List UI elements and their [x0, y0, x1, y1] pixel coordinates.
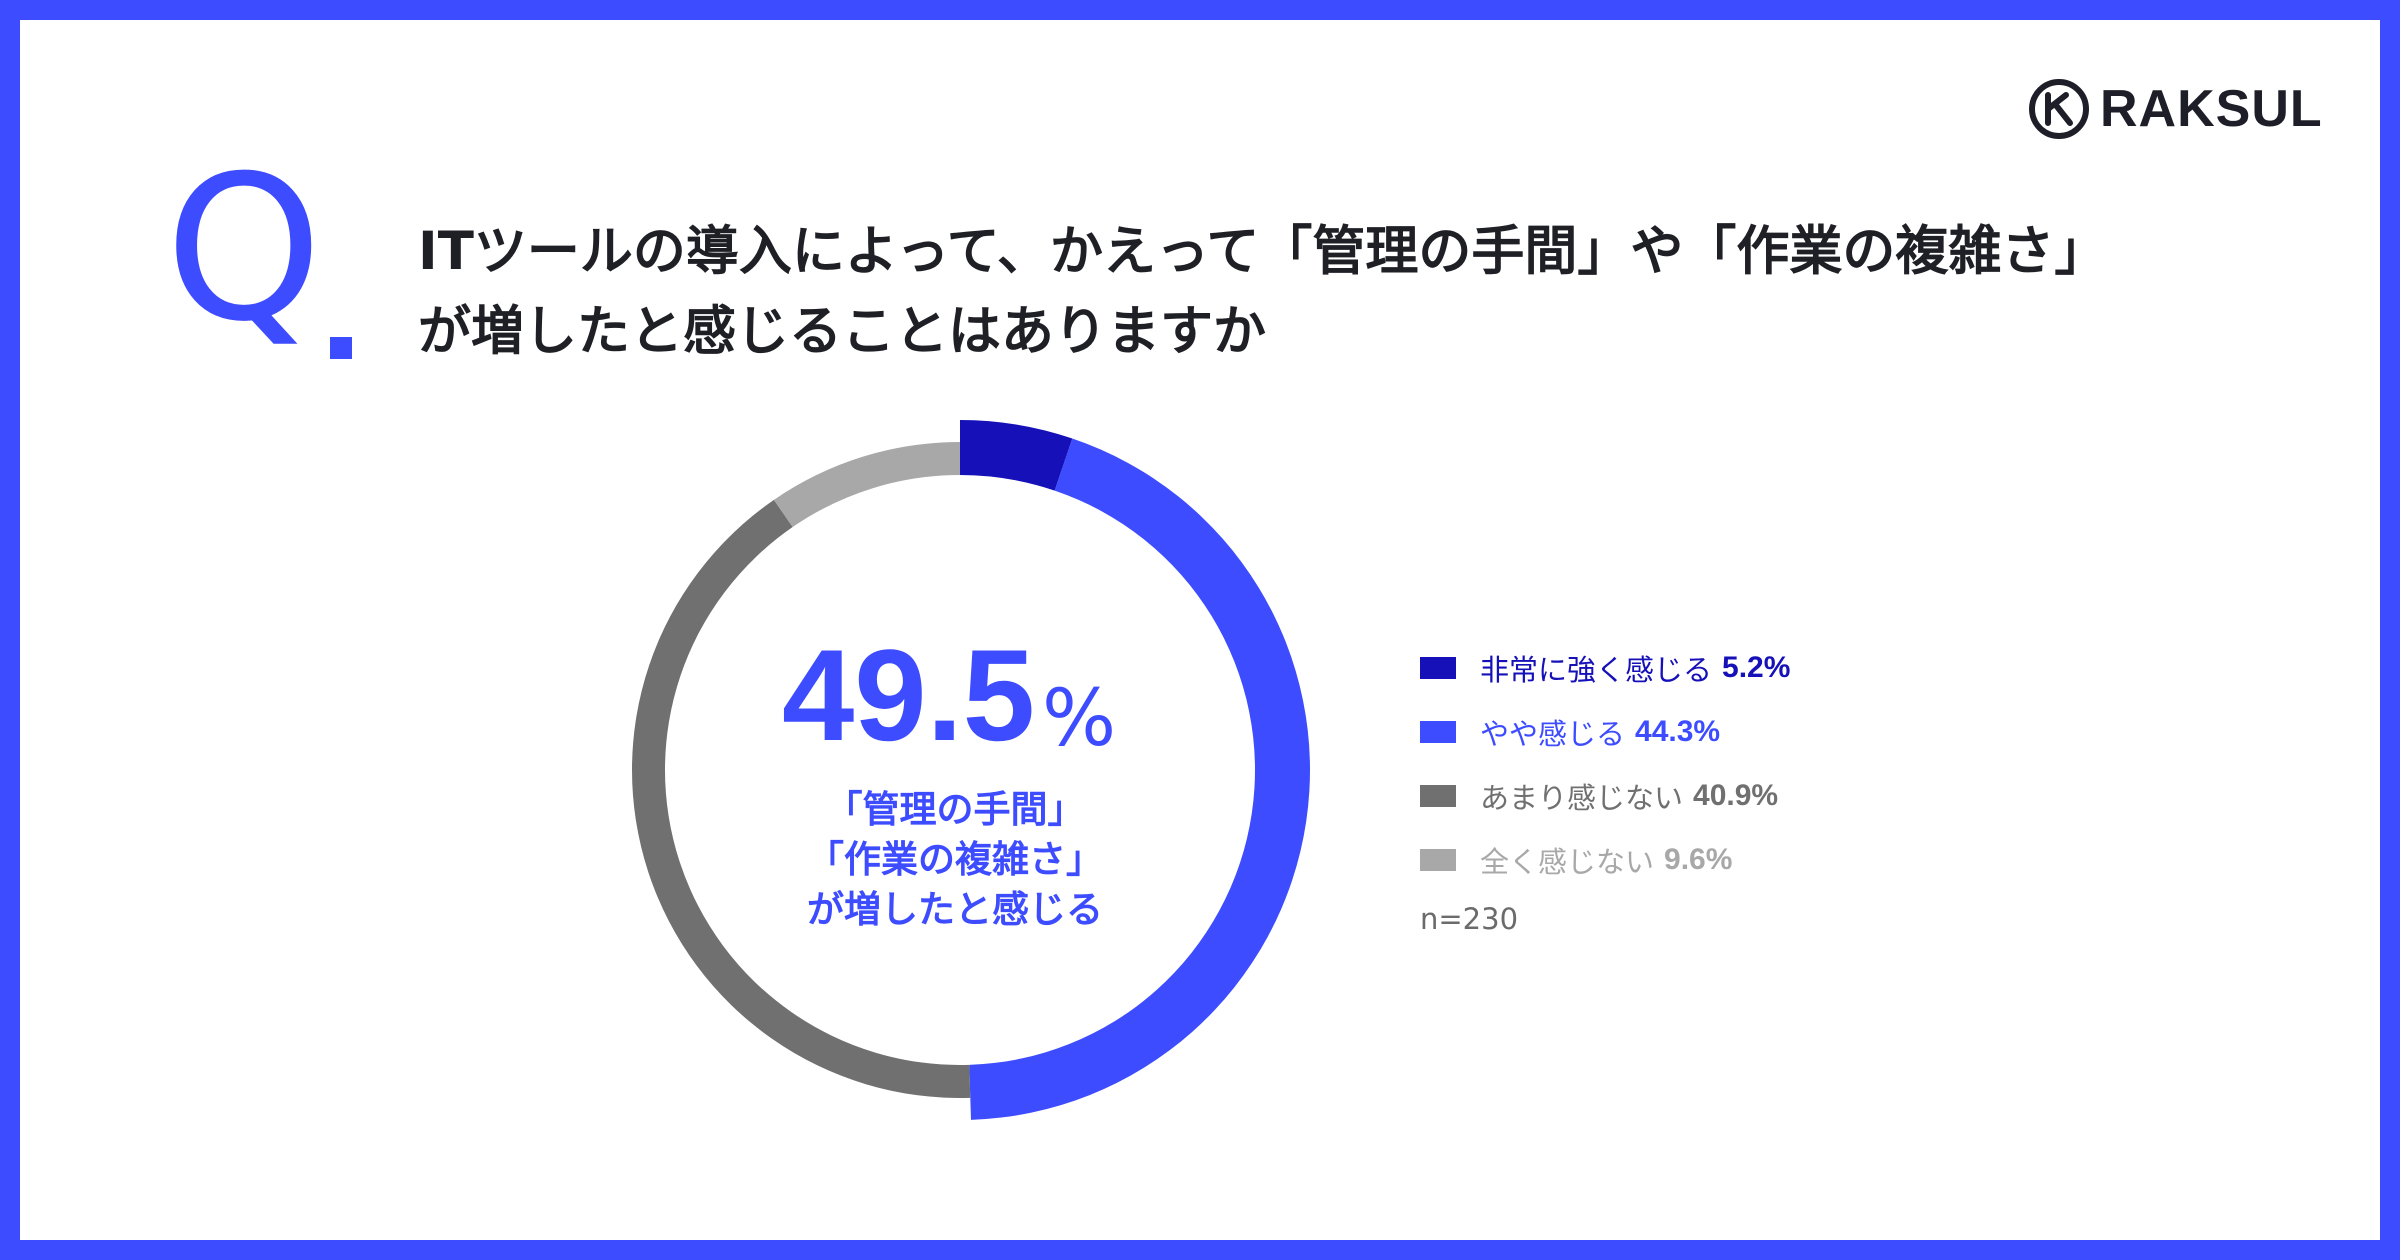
legend-item: 非常に強く感じる 5.2%	[1420, 636, 1790, 700]
brand-name: RAKSUL	[2100, 80, 2323, 138]
legend-label: 非常に強く感じる	[1480, 653, 1713, 687]
donut-slice-3	[632, 499, 971, 1098]
legend: 非常に強く感じる 5.2% やや感じる 44.3% あまり感じない 40.9% …	[1420, 636, 1790, 892]
center-unit: %	[1042, 674, 1117, 764]
donut-slice-2	[969, 438, 1310, 1120]
question-line-2: が増したと感じることはありますか	[418, 301, 1266, 362]
legend-value: 9.6%	[1664, 843, 1733, 876]
question-dot	[330, 337, 352, 359]
legend-value: 5.2%	[1722, 651, 1791, 684]
center-label-line-1: 「管理の手間」	[825, 788, 1085, 831]
donut-chart	[632, 420, 1310, 1120]
center-value: 49.5	[782, 622, 1036, 768]
donut-slice-1	[960, 420, 1073, 491]
question-text: ITツールの導入によって、かえって「管理の手間」や「作業の複雑さ」 が増したと感…	[418, 212, 2107, 372]
legend-value: 40.9%	[1693, 779, 1779, 812]
legend-swatch	[1420, 721, 1456, 743]
legend-swatch	[1420, 785, 1456, 807]
donut-slice-4	[773, 442, 960, 528]
question-mark-q: Q	[165, 133, 323, 366]
sample-size-note: n=230	[1420, 902, 1519, 936]
center-label-line-3: が増したと感じる	[807, 888, 1103, 931]
question-line-1: ITツールの導入によって、かえって「管理の手間」や「作業の複雑さ」	[418, 221, 2108, 282]
center-label-line-2: 「作業の複雑さ」	[807, 838, 1103, 881]
legend-swatch	[1420, 849, 1456, 871]
legend-label: やや感じる	[1480, 717, 1626, 751]
raksul-logo-icon	[2029, 79, 2089, 139]
legend-label: あまり感じない	[1480, 781, 1684, 815]
legend-item: 全く感じない 9.6%	[1420, 828, 1790, 892]
legend-value: 44.3%	[1635, 715, 1721, 748]
brand-logo: RAKSUL	[2028, 78, 2323, 140]
card	[20, 20, 2380, 1240]
legend-item: あまり感じない 40.9%	[1420, 764, 1790, 828]
center-label: 「管理の手間」 「作業の複雑さ」 が増したと感じる	[760, 785, 1150, 935]
legend-swatch	[1420, 657, 1456, 679]
legend-item: やや感じる 44.3%	[1420, 700, 1790, 764]
legend-label: 全く感じない	[1480, 845, 1655, 879]
